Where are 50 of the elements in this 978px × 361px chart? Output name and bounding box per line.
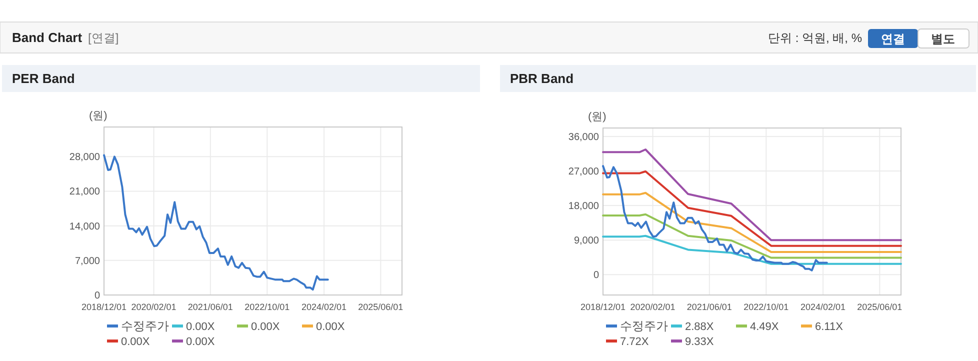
x-tick-label: 2020/02/01: [630, 302, 676, 312]
x-tick-label: 2018/12/01: [580, 302, 626, 312]
x-tick-label: 2024/02/01: [302, 302, 347, 312]
line-series: [602, 213, 902, 259]
legend-label: 6.11X: [815, 321, 844, 333]
legend-label: 0.00X: [186, 321, 216, 333]
text: Band Chart: [12, 30, 83, 45]
y-tick-label: 28,000: [69, 152, 100, 164]
y-tick-label: 0: [94, 290, 100, 302]
legend-label: 0.00X: [251, 321, 280, 333]
line-series: [602, 170, 902, 247]
y-tick-label: 9,000: [574, 236, 600, 247]
line-series: [602, 192, 902, 253]
text: 연결: [881, 32, 905, 46]
legend-label: 4.49X: [750, 321, 780, 333]
y-tick-label: 7,000: [74, 256, 100, 267]
y-tick-label: 14,000: [69, 221, 100, 232]
y-axis-title: (원): [588, 111, 606, 123]
legend-label: 수정주가: [121, 319, 169, 333]
legend-label: 0.00X: [316, 321, 346, 333]
x-tick-label: 2020/02/01: [131, 302, 176, 312]
legend-label: 7.72X: [620, 336, 650, 348]
x-tick-label: 2022/10/01: [744, 302, 789, 312]
legend-label: 0.00X: [186, 336, 216, 348]
chart-title: PER Band: [12, 71, 75, 86]
line-series: [103, 154, 329, 291]
line-series: [602, 165, 828, 272]
y-tick-label: 36,000: [568, 132, 600, 143]
line-series: [602, 148, 902, 242]
text: [연결]: [88, 31, 119, 45]
x-tick-label: 2022/10/01: [244, 302, 290, 312]
text: 단위 : 억원, 배, %: [768, 31, 862, 45]
y-tick-label: 0: [593, 270, 600, 282]
x-tick-label: 2021/06/01: [686, 302, 732, 312]
y-tick-label: 21,000: [69, 186, 100, 198]
line-series: [602, 234, 902, 265]
x-tick-label: 2024/02/01: [800, 302, 846, 312]
y-tick-label: 27,000: [568, 166, 600, 178]
legend-label: 2.88X: [685, 321, 714, 333]
legend-label: 9.33X: [685, 336, 714, 348]
x-tick-label: 2025/06/01: [857, 302, 902, 312]
y-tick-label: 18,000: [568, 201, 600, 212]
x-tick-label: 2025/06/01: [358, 302, 404, 312]
legend-label: 0.00X: [121, 336, 150, 348]
y-axis-title: (원): [89, 110, 108, 122]
legend-label: 수정주가: [620, 319, 668, 333]
chart-title: PBR Band: [510, 71, 574, 86]
x-tick-label: 2018/12/01: [81, 302, 127, 312]
text: 별도: [931, 32, 955, 46]
x-tick-label: 2021/06/01: [188, 302, 233, 312]
